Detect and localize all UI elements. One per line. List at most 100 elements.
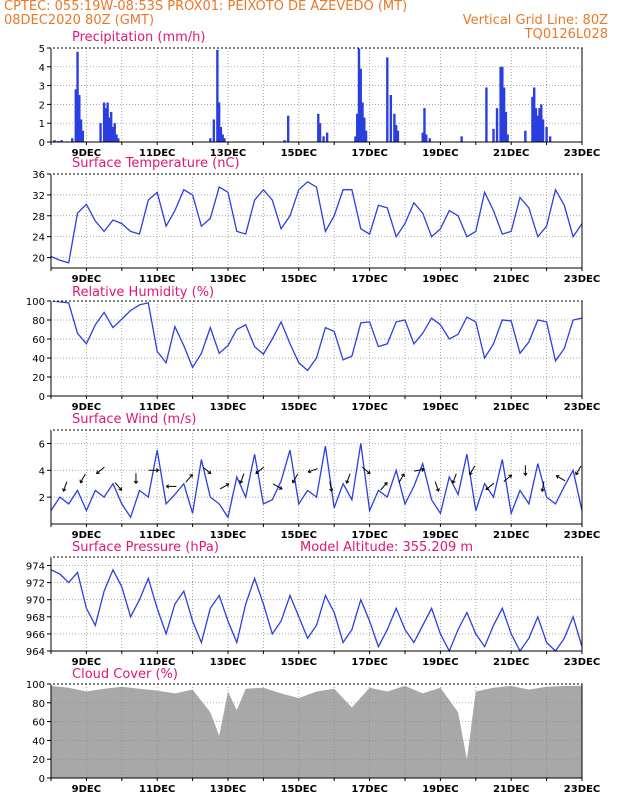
- panel0-bar: [536, 115, 539, 142]
- panel3-wind-arrow: [219, 483, 230, 490]
- panel3-wind-arrowhead: [575, 471, 579, 476]
- panel5-title: Cloud Cover (%): [72, 667, 178, 682]
- panel3-series-line: [50, 443, 583, 519]
- panel3-wind-arrowhead: [133, 480, 139, 485]
- panel0-ytick-label: 5: [39, 44, 45, 55]
- panel3-title: Surface Wind (m/s): [72, 412, 196, 427]
- panel2-xtick-label: 19DEC: [422, 402, 458, 413]
- panel3-wind-arrowhead: [345, 480, 350, 484]
- panel0-bar: [421, 132, 424, 142]
- panel3-wind-arrowhead: [165, 484, 170, 489]
- panel0-bar: [396, 130, 400, 142]
- panel0-bar: [115, 134, 118, 142]
- panel1-xtick-label: 15DEC: [281, 274, 317, 285]
- panel4-annotation: Model Altitude: 355.209 m: [300, 540, 473, 555]
- panel4-ytick-label: 972: [26, 579, 45, 590]
- panel2-ytick-label: 20: [32, 373, 45, 384]
- panel0-xtick-label: 21DEC: [493, 148, 529, 159]
- panel3-wind-arrow: [503, 474, 512, 482]
- panel0-bar: [283, 140, 286, 142]
- panel0-bar: [357, 48, 361, 142]
- panel3-wind-arrowhead: [329, 488, 334, 493]
- panel0-bar: [223, 138, 226, 142]
- panel3-wind-arrow: [255, 466, 265, 474]
- panel0-bar: [81, 130, 85, 142]
- panel0-bar: [531, 96, 534, 142]
- panel2-frame: [50, 300, 583, 397]
- panel0-bar: [425, 134, 428, 142]
- panel0-bar: [548, 136, 552, 142]
- panel3-wind-arrow: [114, 482, 122, 491]
- panel3-wind-arrow: [329, 481, 333, 492]
- panel1-ytick-label: 28: [32, 212, 45, 223]
- panel1-ytick-label: 36: [32, 170, 45, 181]
- panel1-xtick-label: 9DEC: [72, 274, 101, 285]
- header-grid-note: Vertical Grid Line: 80Z: [462, 13, 608, 28]
- panel0-bar: [534, 108, 538, 142]
- panel3-wind-arrow: [575, 465, 582, 475]
- panel3-wind-arrowhead: [383, 481, 388, 486]
- panel0-xtick-label: 9DEC: [72, 148, 101, 159]
- panel5-xtick-label: 11DEC: [139, 784, 175, 795]
- panel0-bar: [217, 102, 221, 142]
- panel3-wind-arrowhead: [307, 469, 312, 474]
- panel1-xtick-label: 13DEC: [210, 274, 246, 285]
- panel3-wind-arrowhead: [62, 488, 67, 492]
- header-station-line: CPTEC: 055:19W-08:53S PROX01: PEIXOTO DE…: [4, 0, 408, 14]
- panel4-ytick-label: 970: [26, 596, 45, 607]
- panel3-frame: [50, 429, 583, 525]
- panel0-ytick-label: 3: [39, 82, 45, 93]
- panel4-ytick-label: 966: [26, 630, 45, 641]
- panel3-wind-arrowhead: [366, 470, 371, 475]
- panel4-xtick-label: 13DEC: [210, 657, 246, 668]
- panel1-xtick-label: 17DEC: [351, 274, 387, 285]
- panel3-wind-arrow: [398, 473, 405, 483]
- panel2-xtick-label: 23DEC: [564, 402, 600, 413]
- panel5-ytick-label: 80: [32, 699, 45, 710]
- panel3-xtick-label: 13DEC: [210, 530, 246, 541]
- panel3-wind-arrowhead: [239, 480, 244, 484]
- panel0-bar: [108, 117, 111, 142]
- panel0-bar: [216, 49, 219, 142]
- panel3-wind-arrowhead: [485, 486, 490, 491]
- panel3-wind-arrowhead: [435, 488, 440, 492]
- panel1-ytick-label: 20: [32, 254, 45, 265]
- panel0-title: Precipitation (mm/h): [72, 30, 205, 45]
- panel3-wind-arrowhead: [96, 470, 100, 475]
- panel5-cloud-area: [51, 685, 582, 778]
- panel0-bar: [322, 136, 325, 142]
- panel3-wind-arrowhead: [523, 472, 528, 477]
- panel2-ytick-label: 100: [26, 297, 45, 308]
- panel0-bar: [538, 108, 541, 142]
- panel5-xtick-label: 21DEC: [493, 784, 529, 795]
- panel0-bar: [359, 68, 362, 142]
- panel0-bar: [76, 51, 79, 143]
- panel0-bar: [506, 134, 509, 142]
- panel3-wind-arrow: [239, 473, 245, 484]
- panel0-bar: [60, 140, 63, 142]
- panel0-bar: [71, 138, 74, 142]
- panel2-ytick-label: 60: [32, 335, 45, 346]
- panel2-xtick-label: 9DEC: [72, 402, 101, 413]
- panel5-ytick-label: 0: [39, 774, 45, 785]
- panel0-bar: [106, 102, 109, 142]
- panel3-xtick-label: 19DEC: [422, 530, 458, 541]
- panel0-bar: [102, 102, 106, 142]
- panel4-ytick-label: 968: [26, 613, 45, 624]
- panel2-ytick-label: 80: [32, 316, 45, 327]
- panel3-ytick-label: 6: [39, 439, 45, 450]
- panel0-bar: [325, 132, 329, 142]
- panel3-wind-arrow: [79, 473, 86, 483]
- panel2-ytick-label: 40: [32, 354, 45, 365]
- panel3-wind-arrowhead: [555, 475, 560, 479]
- panel0-bar: [78, 95, 81, 142]
- panel3-wind-arrow: [308, 468, 318, 473]
- panel0-bar: [286, 115, 290, 142]
- panel0-bar: [541, 119, 545, 142]
- panel5-ytick-label: 100: [26, 680, 45, 691]
- panel3-wind-arrow: [292, 473, 299, 483]
- panel0-bar: [99, 123, 102, 142]
- panel0-bar: [502, 87, 506, 142]
- panel3-wind-arrowhead: [508, 474, 513, 479]
